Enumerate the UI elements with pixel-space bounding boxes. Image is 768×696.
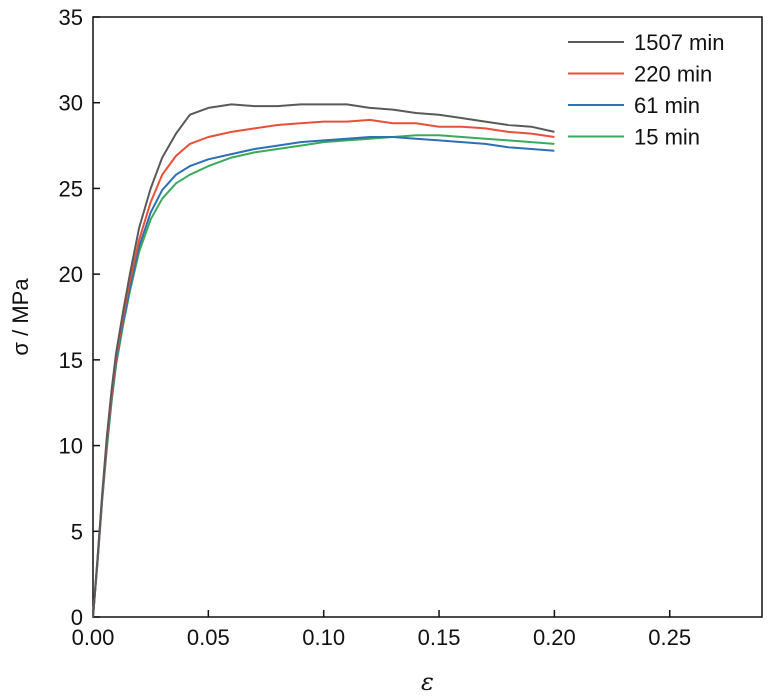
y-tick-label: 25: [59, 176, 83, 201]
plot-frame: [92, 16, 763, 618]
y-tick-label: 20: [59, 262, 83, 287]
y-tick-label: 15: [59, 348, 83, 373]
x-axis-label: ε: [421, 668, 434, 696]
x-tick-label: 0.25: [648, 625, 691, 650]
series-line-220-min: [92, 118, 555, 618]
y-axis-label: σ / MPa: [8, 278, 33, 356]
x-tick-label: 0.10: [302, 625, 345, 650]
series-line-1507-min: [92, 103, 555, 618]
x-tick-label: 0.00: [72, 625, 115, 650]
legend: 1507 min 220 min 61 min 15 min: [568, 30, 725, 150]
legend-label-1507-min: 1507 min: [634, 30, 725, 55]
legend-label-61-min: 61 min: [634, 93, 700, 118]
legend-label-220-min: 220 min: [634, 62, 712, 87]
y-tick-label: 35: [59, 5, 83, 30]
x-axis-ticks: 0.00 0.05 0.10 0.15 0.20 0.25: [72, 610, 691, 650]
y-tick-label: 0: [71, 605, 83, 630]
y-tick-label: 10: [59, 434, 83, 459]
series-line-61-min: [92, 136, 555, 618]
y-tick-label: 5: [71, 519, 83, 544]
legend-label-15-min: 15 min: [634, 125, 700, 150]
plot-border: [92, 16, 763, 618]
y-axis-ticks: 0 5 10 15 20 25 30 35: [59, 5, 100, 630]
x-tick-label: 0.15: [418, 625, 461, 650]
x-tick-label: 0.05: [187, 625, 230, 650]
y-tick-label: 30: [59, 91, 83, 116]
series-lines: [92, 103, 555, 618]
series-line-15-min: [92, 134, 555, 618]
x-tick-label: 0.20: [533, 625, 576, 650]
